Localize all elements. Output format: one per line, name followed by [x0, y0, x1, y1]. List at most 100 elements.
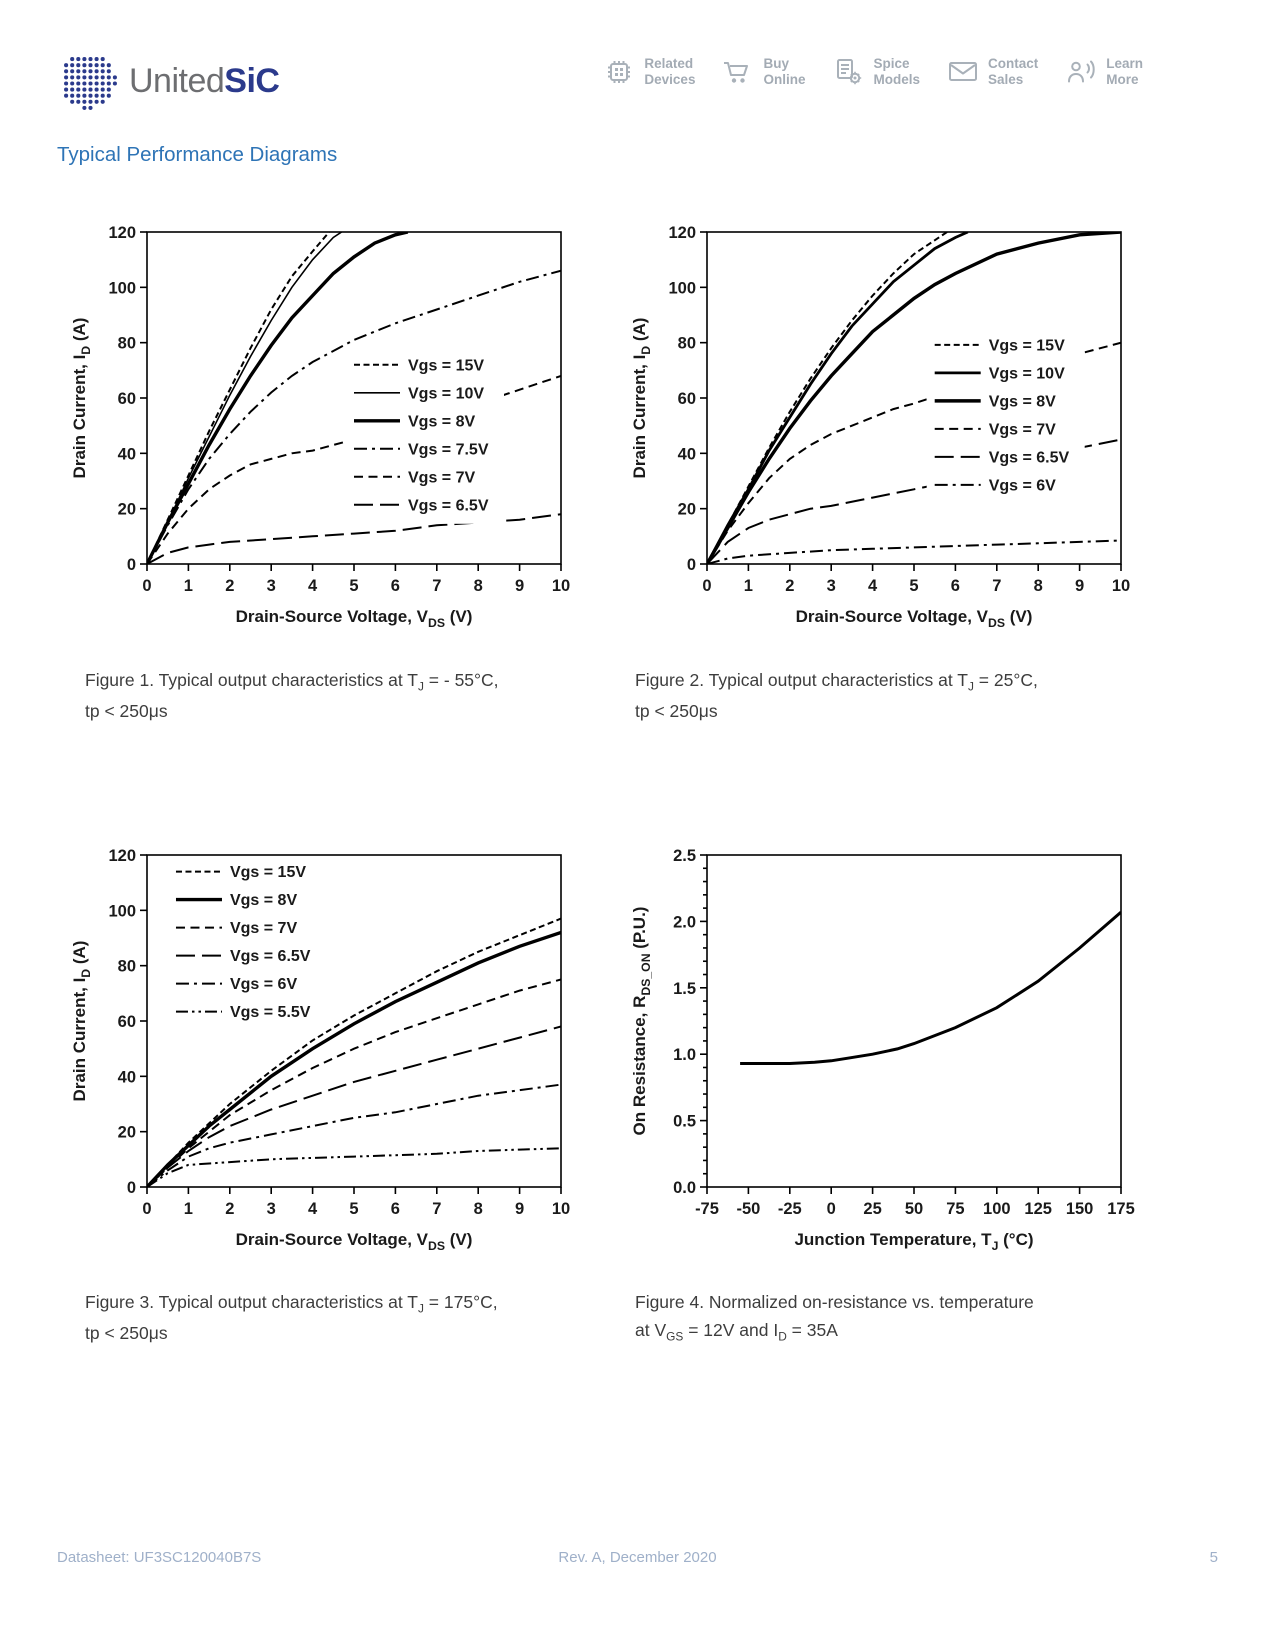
y-axis-label: Drain Current, ID (A) — [630, 318, 653, 479]
svg-text:9: 9 — [1075, 577, 1084, 595]
unitedsic-logo-text: UnitedSiC — [129, 61, 280, 101]
svg-text:7: 7 — [432, 1200, 441, 1218]
legend-label: Vgs = 8V — [989, 393, 1056, 410]
series-vgs-15v — [147, 917, 561, 1187]
svg-text:50: 50 — [905, 1200, 923, 1218]
legend-label: Vgs = 8V — [408, 413, 475, 430]
figure3-chart: Vgs = 15V Vgs = 8V Vgs = 7V Vgs = 6.5V Vgs =… — [55, 845, 575, 1265]
series-vgs-10v — [707, 232, 969, 564]
series-vgs-7v — [147, 978, 561, 1187]
nav-related-devices-label: Related Devices — [644, 56, 695, 87]
x-axis-label: Drain-Source Voltage, VDS (V) — [236, 1230, 473, 1253]
legend-label: Vgs = 7V — [989, 421, 1056, 438]
nav-contact-sales[interactable]: Contact Sales — [946, 56, 1038, 87]
svg-text:-75: -75 — [695, 1200, 719, 1218]
page-title: Typical Performance Diagrams — [57, 143, 338, 166]
nav-related-devices[interactable]: Related Devices — [602, 56, 695, 87]
svg-text:60: 60 — [678, 390, 696, 408]
tick-labels: -75 -50 -25 0 25 50 75 100 125 150 175 0.0 0.5 1.0 1.5… — [673, 847, 1135, 1218]
y-axis-label: Drain Current, ID (A) — [70, 318, 93, 479]
series-vgs-8v — [147, 232, 409, 564]
legend-label: Vgs = 6.5V — [989, 449, 1070, 466]
svg-text:20: 20 — [678, 501, 696, 519]
nav-label-line2: Models — [873, 71, 920, 87]
legend-label: Vgs = 7V — [408, 469, 475, 486]
unitedsic-logo: UnitedSiC — [57, 50, 280, 112]
figure3-caption: Figure 3. Typical output characteristics… — [85, 1292, 498, 1343]
svg-text:0: 0 — [142, 577, 151, 595]
nav-label-line1: Related — [644, 56, 694, 71]
svg-text:3: 3 — [267, 1200, 276, 1218]
series-vgs-15v — [707, 232, 948, 564]
figure4-caption: Figure 4. Normalized on-resistance vs. t… — [635, 1292, 1034, 1344]
svg-text:4: 4 — [308, 577, 318, 595]
legend-label: Vgs = 6.5V — [408, 497, 489, 514]
series-vgs-5.5v — [147, 1147, 561, 1187]
svg-text:2.0: 2.0 — [673, 913, 696, 931]
svg-text:8: 8 — [1034, 577, 1043, 595]
svg-text:80: 80 — [118, 958, 136, 976]
series-vgs-6v — [707, 539, 1121, 564]
legend-label: Vgs = 7V — [230, 920, 297, 937]
svg-text:7: 7 — [992, 577, 1001, 595]
nav-contact-sales-label: Contact Sales — [988, 56, 1038, 87]
nav-label-line1: Buy — [763, 56, 789, 71]
axes — [140, 231, 562, 571]
unitedsic-logo-mark — [64, 57, 117, 110]
legend-label: Vgs = 15V — [989, 337, 1065, 354]
svg-text:100: 100 — [983, 1200, 1011, 1218]
svg-text:20: 20 — [118, 501, 136, 519]
axes — [700, 231, 1122, 571]
svg-text:7: 7 — [432, 577, 441, 595]
series-vgs-8v — [707, 232, 1121, 564]
series-vgs-6.5v — [147, 1025, 561, 1187]
svg-text:5: 5 — [349, 1200, 358, 1218]
y-axis-label: Drain Current, ID (A) — [70, 941, 93, 1102]
y-axis-label: On Resistance, RDS_ON (P.U.) — [630, 907, 653, 1136]
plot-series — [147, 917, 561, 1187]
svg-text:150: 150 — [1066, 1200, 1094, 1218]
svg-text:6: 6 — [391, 1200, 400, 1218]
nav-spice-models[interactable]: Spice Models — [831, 56, 920, 87]
svg-text:6: 6 — [391, 577, 400, 595]
nav-spice-models-label: Spice Models — [873, 56, 920, 87]
figure2-caption: Figure 2. Typical output characteristics… — [635, 670, 1038, 721]
legend: Vgs = 15V Vgs = 10V Vgs = 8V Vgs = 7.5V Vgs … — [346, 349, 504, 524]
nav-learn-more-label: Learn More — [1106, 56, 1143, 87]
svg-text:8: 8 — [474, 577, 483, 595]
svg-text:0: 0 — [127, 1179, 136, 1197]
svg-text:9: 9 — [515, 1200, 524, 1218]
nav-label-line1: Contact — [987, 56, 1039, 71]
svg-text:0.5: 0.5 — [673, 1113, 696, 1131]
svg-text:8: 8 — [474, 1200, 483, 1218]
legend-label: Vgs = 15V — [408, 357, 484, 374]
x-axis-label: Drain-Source Voltage, VDS (V) — [796, 607, 1033, 630]
svg-text:0: 0 — [142, 1200, 151, 1218]
svg-text:0: 0 — [702, 577, 711, 595]
legend-label: Vgs = 5.5V — [230, 1004, 311, 1021]
svg-text:2: 2 — [225, 577, 234, 595]
logo-sic-text: SiC — [224, 61, 280, 100]
svg-text:40: 40 — [118, 445, 136, 463]
legend-label: Vgs = 10V — [989, 365, 1065, 382]
legend-label: Vgs = 6V — [230, 976, 297, 993]
svg-text:100: 100 — [668, 279, 696, 297]
cart-icon — [724, 61, 749, 83]
series-vgs-10v — [147, 232, 343, 564]
svg-text:0: 0 — [687, 556, 696, 574]
svg-text:100: 100 — [108, 902, 136, 920]
legend: Vgs = 15V Vgs = 8V Vgs = 7V Vgs = 6.5V Vgs =… — [167, 856, 326, 1031]
figure1-chart: Vgs = 15V Vgs = 10V Vgs = 8V Vgs = 7.5V Vgs … — [55, 222, 575, 642]
svg-text:120: 120 — [668, 224, 696, 242]
svg-text:25: 25 — [863, 1200, 881, 1218]
legend-label: Vgs = 10V — [408, 385, 484, 402]
axes — [140, 854, 562, 1194]
svg-text:1: 1 — [744, 577, 753, 595]
svg-text:1.0: 1.0 — [673, 1046, 696, 1064]
nav-buy-online[interactable]: Buy Online — [721, 56, 805, 87]
nav-buy-online-label: Buy Online — [763, 56, 805, 87]
svg-text:3: 3 — [267, 577, 276, 595]
series-vgs-6v — [147, 1083, 561, 1187]
nav-learn-more[interactable]: Learn More — [1064, 56, 1143, 87]
